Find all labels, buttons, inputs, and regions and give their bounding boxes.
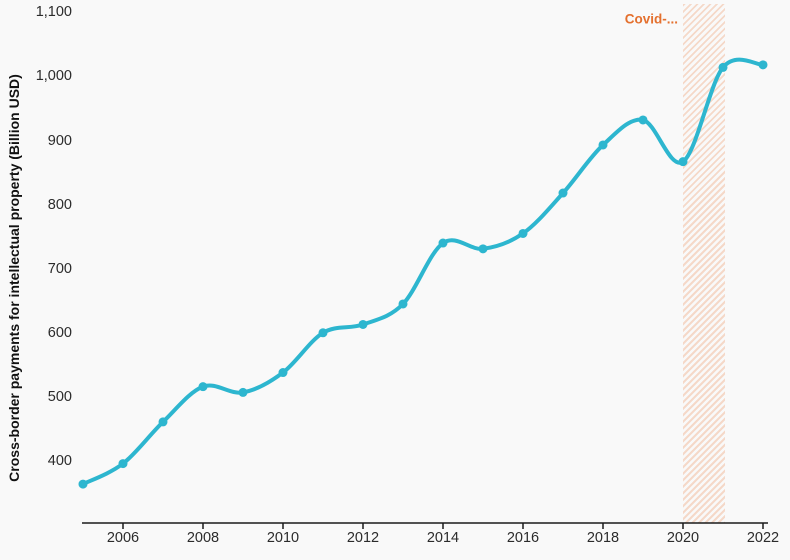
x-tick-label: 2016 bbox=[506, 530, 540, 546]
covid-annotation-label: Covid-... bbox=[624, 11, 678, 27]
x-tick-label: 2012 bbox=[346, 530, 380, 546]
x-tick-label: 2010 bbox=[266, 530, 300, 546]
y-tick-label: 1,100 bbox=[35, 4, 72, 21]
x-tick-label: 2008 bbox=[186, 530, 220, 546]
data-point-marker bbox=[678, 157, 688, 167]
data-point-marker bbox=[198, 382, 208, 392]
y-tick-label: 700 bbox=[47, 260, 72, 277]
data-point-marker bbox=[478, 244, 488, 254]
y-tick-label: 600 bbox=[47, 324, 72, 341]
data-point-marker bbox=[358, 319, 368, 329]
y-axis-title: Cross-border payments for intellectual p… bbox=[6, 74, 22, 482]
x-tick-label: 2022 bbox=[746, 530, 780, 546]
y-tick-label: 400 bbox=[47, 453, 72, 469]
data-point-marker bbox=[118, 459, 128, 469]
data-point-marker bbox=[278, 368, 288, 378]
x-tick-label: 2014 bbox=[426, 530, 460, 546]
data-point-marker bbox=[558, 188, 568, 198]
covid-period-band bbox=[683, 4, 725, 523]
data-point-marker bbox=[238, 387, 248, 397]
data-line bbox=[81, 57, 765, 487]
x-tick-label: 2020 bbox=[666, 530, 700, 546]
data-point-marker bbox=[438, 238, 448, 248]
data-point-marker bbox=[158, 417, 168, 427]
x-tick-label: 2018 bbox=[586, 530, 620, 546]
data-point-marker bbox=[638, 115, 648, 125]
data-point-marker bbox=[398, 299, 408, 309]
y-tick-label: 1,000 bbox=[35, 68, 72, 85]
x-tick-label: 2006 bbox=[106, 530, 140, 546]
data-point-marker bbox=[598, 140, 608, 150]
y-tick-label: 900 bbox=[47, 132, 72, 149]
y-tick-label: 500 bbox=[47, 388, 72, 405]
data-point-marker bbox=[78, 479, 88, 489]
data-point-marker bbox=[758, 60, 768, 70]
data-point-marker bbox=[518, 228, 528, 238]
data-point-marker bbox=[318, 328, 328, 338]
data-point-marker bbox=[718, 62, 728, 72]
y-tick-label: 800 bbox=[47, 196, 72, 213]
